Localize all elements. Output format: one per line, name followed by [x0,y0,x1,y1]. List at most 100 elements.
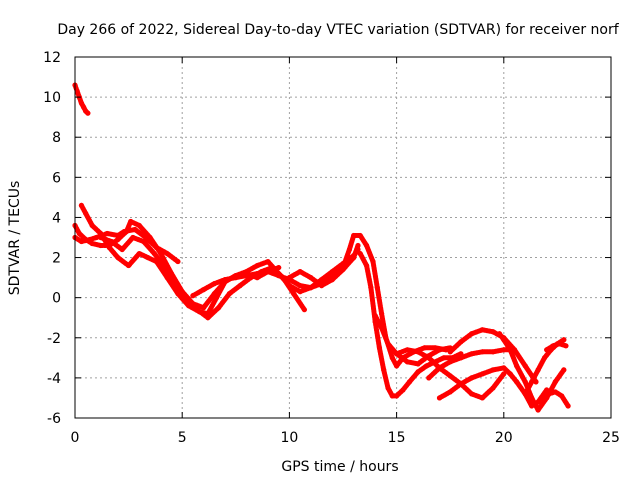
point-arc-7-6 [351,254,357,261]
x-tick-label-5: 25 [602,430,620,446]
point-arc-14-0 [436,395,443,401]
point-arc-3-6 [115,236,121,243]
point-arc-6-2 [211,281,217,287]
point-arc-5-18 [291,291,297,297]
point-arc-10-7 [436,347,443,353]
axis-ticks: 0 5 10 15 20 25 -6 -4 -2 0 2 4 6 8 10 12 [43,50,620,446]
point-arc-9-5 [381,367,387,373]
point-arc-5-9 [194,307,200,313]
point-arc-9-11 [415,369,421,375]
point-arc-6-11 [308,285,314,291]
point-arc-8-3 [357,232,363,239]
point-arc-2-10 [164,250,170,257]
point-arc-3-15 [201,305,207,311]
point-arc-2-1 [78,238,85,245]
point-arc-4-8 [145,254,151,261]
point-arc-9-14 [441,355,447,361]
point-arc-7-1 [297,268,303,275]
x-tick-label-2: 10 [280,430,298,446]
point-arc-5-12 [226,291,232,297]
point-arc-6-12 [318,277,325,283]
point-arc-5-8 [183,295,190,301]
point-arc-14-6 [501,365,507,371]
point-arc-12-0 [426,375,432,381]
point-arc-5-7 [173,283,179,289]
series-arc-17 [544,341,569,353]
point-arc-6-8 [276,273,282,279]
point-arc-1-4 [80,104,87,110]
point-arc-8-9 [389,355,395,361]
point-arc-16-6 [561,337,567,343]
point-arc-15-1 [501,337,507,343]
point-arc-6-10 [297,283,303,289]
y-axis-label: SDTVAR / TECUs [7,181,23,296]
point-arc-3-11 [158,250,164,257]
point-arc-5-2 [119,246,125,253]
point-arc-9-1 [363,262,370,269]
point-arc-11-8 [479,395,485,401]
point-arc-7-7 [355,242,361,249]
point-arc-8-10 [394,363,400,369]
point-arc-5-19 [301,307,308,313]
x-tick-label-3: 15 [388,430,406,446]
point-arc-9-10 [406,379,413,385]
point-arc-5-16 [269,264,275,271]
point-arc-18-0 [539,395,545,401]
point-arc-9-0 [357,250,363,257]
point-arc-9-6 [385,385,391,391]
point-arc-10-5 [415,361,421,367]
point-arc-18-2 [552,389,558,395]
point-arc-4-2 [89,222,95,229]
point-arc-3-8 [128,218,134,225]
point-arc-13-2 [469,331,475,337]
point-arc-4-20 [265,258,271,265]
plot-frame [74,56,612,419]
point-arc-6-5 [243,273,250,279]
x-axis-label: GPS time / hours [281,459,398,475]
point-arc-12-5 [479,349,485,355]
point-arc-17-2 [556,341,563,347]
point-arc-15-4 [522,379,528,385]
point-arc-10-4 [404,359,410,365]
point-arc-12-6 [490,349,496,355]
point-arc-11-10 [501,371,507,377]
y-tick-label-4: 2 [52,251,61,267]
point-arc-14-5 [490,367,496,373]
point-arc-8-5 [370,258,376,265]
plot-series [72,82,571,413]
point-arc-4-4 [106,244,112,251]
point-arc-5-5 [151,250,157,257]
point-arc-14-3 [469,375,475,381]
point-arc-3-3 [89,240,95,247]
point-arc-16-0 [522,391,528,397]
x-tick-label-1: 5 [178,430,187,446]
point-arc-6-7 [265,268,271,275]
point-arc-10-2 [385,341,391,347]
point-arc-16-2 [535,367,541,373]
point-arc-11-9 [490,385,496,391]
point-arc-2-7 [132,226,138,233]
point-arc-8-13 [421,345,428,351]
point-arc-8-0 [340,264,346,271]
y-tick-label-6: 6 [52,170,61,186]
point-arc-18-3 [559,393,565,399]
point-arc-5-1 [108,238,115,245]
y-tick-label-5: 4 [52,210,61,226]
point-arc-15-2 [507,347,513,353]
point-arc-8-2 [351,232,357,239]
point-arc-4-1 [83,210,89,217]
point-arc-15-9 [561,367,567,373]
point-arc-15-6 [535,407,541,413]
y-tick-label-7: 8 [52,130,61,146]
point-arc-14-8 [514,379,520,385]
point-arc-1-6 [85,110,91,116]
chart-title: Day 266 of 2022, Sidereal Day-to-day VTE… [57,22,619,38]
point-arc-13-1 [458,339,464,345]
point-arc-3-7 [123,228,130,235]
point-arc-9-2 [368,285,374,291]
point-arc-7-0 [286,275,292,281]
point-arc-12-1 [436,365,443,371]
point-arc-13-0 [447,349,453,355]
point-arc-2-3 [93,234,100,241]
point-arc-3-10 [147,234,153,241]
